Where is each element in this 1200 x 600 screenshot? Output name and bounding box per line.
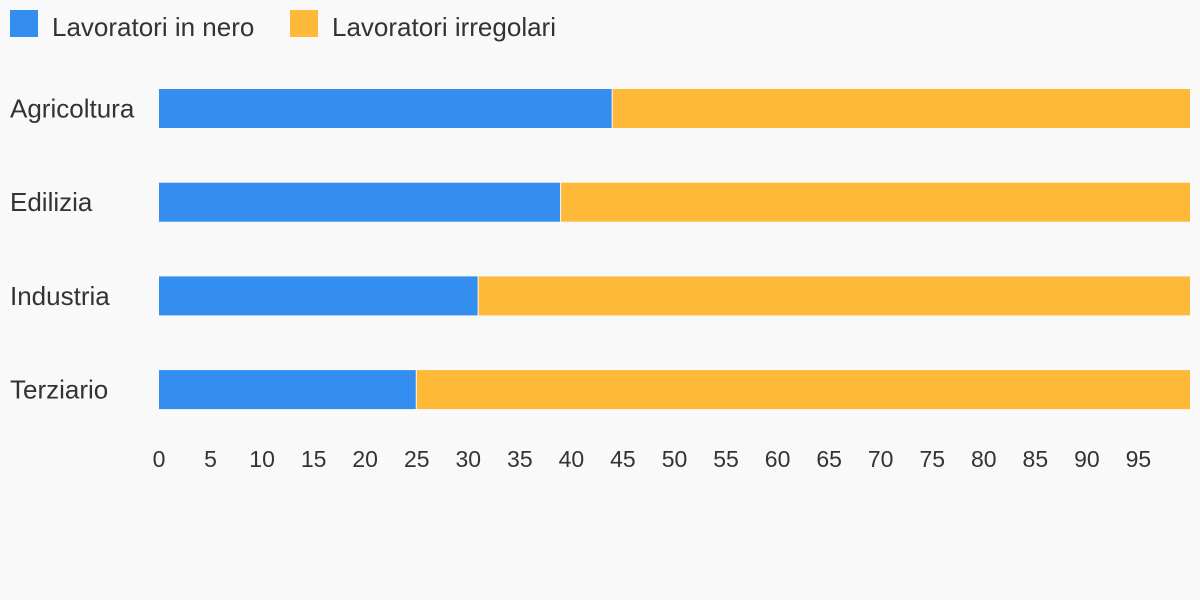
x-tick-label: 5 — [204, 446, 217, 472]
x-tick-label: 55 — [713, 446, 739, 472]
x-tick-label: 90 — [1074, 446, 1100, 472]
category-label-edilizia: Edilizia — [10, 187, 93, 217]
x-tick-label: 85 — [1023, 446, 1049, 472]
x-tick-label: 20 — [352, 446, 378, 472]
bar-agricoltura-series-1 — [612, 89, 1190, 128]
x-tick-label: 25 — [404, 446, 430, 472]
x-tick-label: 10 — [249, 446, 275, 472]
x-tick-label: 0 — [153, 446, 166, 472]
bar-edilizia-series-1 — [561, 182, 1190, 222]
legend-swatch-0 — [10, 10, 38, 37]
x-tick-label: 40 — [559, 446, 585, 472]
legend-label-0: Lavoratori in nero — [52, 12, 254, 42]
bar-edilizia-series-0 — [159, 182, 561, 222]
category-labels: Agricoltura Edilizia Industria Terziario — [10, 94, 135, 405]
bar-industria-series-1 — [478, 276, 1190, 316]
bar-agricoltura-series-0 — [159, 89, 612, 128]
x-tick-label: 70 — [868, 446, 894, 472]
bar-terziario-series-1 — [416, 370, 1190, 410]
x-tick-label: 65 — [816, 446, 842, 472]
category-label-terziario: Terziario — [10, 375, 108, 405]
x-tick-label: 45 — [610, 446, 636, 472]
x-axis: 0 5 10 15 20 25 30 35 40 45 50 55 60 65 70 75 80 85 90 95 — [153, 446, 1152, 472]
x-tick-label: 30 — [456, 446, 482, 472]
legend-swatch-1 — [290, 10, 318, 37]
bar-industria-series-0 — [159, 276, 478, 316]
x-tick-label: 80 — [971, 446, 997, 472]
x-tick-label: 60 — [765, 446, 791, 472]
x-tick-label: 15 — [301, 446, 327, 472]
x-tick-label: 75 — [919, 446, 945, 472]
bar-terziario-series-0 — [159, 370, 416, 410]
category-label-industria: Industria — [10, 281, 110, 311]
category-label-agricoltura: Agricoltura — [10, 94, 135, 124]
legend-label-1: Lavoratori irregolari — [332, 12, 556, 42]
x-tick-label: 50 — [662, 446, 688, 472]
legend: Lavoratori in nero Lavoratori irregolari — [10, 10, 556, 42]
x-tick-label: 95 — [1126, 446, 1152, 472]
bar-area — [159, 89, 1190, 410]
x-tick-label: 35 — [507, 446, 533, 472]
